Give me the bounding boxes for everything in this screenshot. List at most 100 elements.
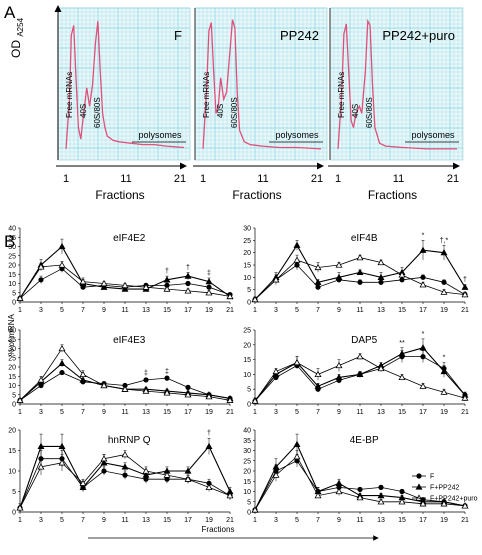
data-point xyxy=(314,370,322,378)
data-point xyxy=(37,442,45,450)
data-point xyxy=(356,494,364,501)
distribution-panels: % of mRNA Fractions F F+PP242 F+PP242+puro… xyxy=(7,226,478,541)
x-tick-label: 13 xyxy=(142,409,150,416)
data-point xyxy=(205,442,213,450)
data-point xyxy=(398,498,406,505)
data-point xyxy=(377,364,385,372)
data-point xyxy=(16,396,24,403)
data-point xyxy=(226,396,234,403)
x-tick-label: 9 xyxy=(102,517,106,524)
series-1 xyxy=(251,338,469,404)
profile-title: PP242+puro xyxy=(382,28,455,43)
significance-mark: ** xyxy=(399,340,405,347)
data-point xyxy=(251,397,259,404)
data-point xyxy=(59,369,65,376)
data-point xyxy=(440,500,448,507)
y-tick-label: 10 xyxy=(8,469,16,476)
data-point xyxy=(185,384,191,390)
y-tick-label: 30 xyxy=(8,244,16,251)
data-point xyxy=(251,506,259,513)
series-2 xyxy=(251,450,469,513)
data-point xyxy=(184,272,192,279)
x-tick-label: 11 xyxy=(356,517,363,524)
significance-mark: * xyxy=(443,355,446,362)
x-tick-label: 7 xyxy=(81,517,85,524)
data-point xyxy=(399,277,405,283)
data-point xyxy=(440,367,448,375)
x-tick-label: 3 xyxy=(39,409,43,416)
data-point xyxy=(205,278,213,285)
profile-ylabel-main: OD xyxy=(9,40,23,58)
data-point xyxy=(293,256,301,263)
x-tick-label: 19 xyxy=(440,409,448,416)
x-tick-label: 11 xyxy=(121,307,128,314)
x-tick-label: 9 xyxy=(337,307,341,314)
profile-xlabel: Fractions xyxy=(368,188,417,202)
data-point xyxy=(419,500,427,507)
x-tick-label: 15 xyxy=(398,517,406,524)
data-point xyxy=(206,284,212,290)
panel-label-a: A xyxy=(4,3,16,22)
x-tick-label: 19 xyxy=(440,307,448,314)
data-point xyxy=(440,249,448,256)
profile-xlabel: Fractions xyxy=(232,188,281,202)
data-point xyxy=(79,376,87,383)
x-tick-label: 9 xyxy=(337,517,341,524)
annotation-60s-80s: 60S/80S xyxy=(230,97,239,128)
data-point xyxy=(293,453,301,460)
y-tick-label: 20 xyxy=(8,428,16,435)
y-tick-label: 0 xyxy=(12,300,16,307)
data-point xyxy=(122,472,128,478)
significance-mark: * xyxy=(422,232,425,239)
data-point xyxy=(16,504,24,511)
y-tick-label: 20 xyxy=(243,250,251,257)
x-tick-label: 11 xyxy=(121,409,128,416)
y-tick-label: 0 xyxy=(247,510,251,517)
data-point xyxy=(251,295,259,303)
annotation-free-mrnas: Free mRNAs xyxy=(202,72,211,118)
data-point xyxy=(419,382,427,389)
y-tick-label: 20 xyxy=(8,263,16,270)
profile-tick-label: 11 xyxy=(257,173,268,185)
profile-tick-label: 21 xyxy=(174,173,186,185)
y-tick-label: 35 xyxy=(8,337,16,344)
data-point xyxy=(100,283,108,290)
x-tick-label: 21 xyxy=(226,517,234,524)
data-point xyxy=(356,268,364,276)
x-tick-label: 3 xyxy=(274,517,278,524)
y-tick-label: 10 xyxy=(243,372,251,379)
data-point xyxy=(356,353,364,360)
profile-trace xyxy=(202,19,322,150)
y-tick-label: 0 xyxy=(247,402,251,409)
data-point xyxy=(100,381,108,389)
legend-entry: F xyxy=(412,473,434,481)
series-2 xyxy=(16,261,234,301)
data-point xyxy=(58,442,66,450)
x-tick-label: 1 xyxy=(253,409,257,416)
y-tick-label: 25 xyxy=(243,458,251,465)
x-tick-label: 9 xyxy=(102,307,106,314)
annotation-40s: 40S xyxy=(351,104,360,118)
data-point xyxy=(58,359,66,366)
y-tick-label: 10 xyxy=(8,383,16,390)
data-point xyxy=(461,394,469,401)
significance-mark: ‡ xyxy=(165,368,169,375)
series-line xyxy=(19,362,231,401)
data-point xyxy=(185,280,191,287)
x-tick-label: 11 xyxy=(121,517,128,524)
y-tick-label: 20 xyxy=(243,469,251,476)
x-tick-label: 1 xyxy=(253,307,257,314)
y-tick-label: 30 xyxy=(243,448,251,455)
x-tick-label: 15 xyxy=(163,409,171,416)
data-point xyxy=(377,258,385,266)
subplot-title: eIF4B xyxy=(351,233,378,244)
data-point xyxy=(356,370,364,378)
x-tick-label: 1 xyxy=(18,517,22,524)
series-line xyxy=(254,257,466,300)
x-tick-label: 7 xyxy=(316,517,320,524)
profile-title: F xyxy=(174,28,182,43)
significance-mark: †,* xyxy=(440,237,449,244)
legend-label: F+PP242 xyxy=(430,485,459,492)
